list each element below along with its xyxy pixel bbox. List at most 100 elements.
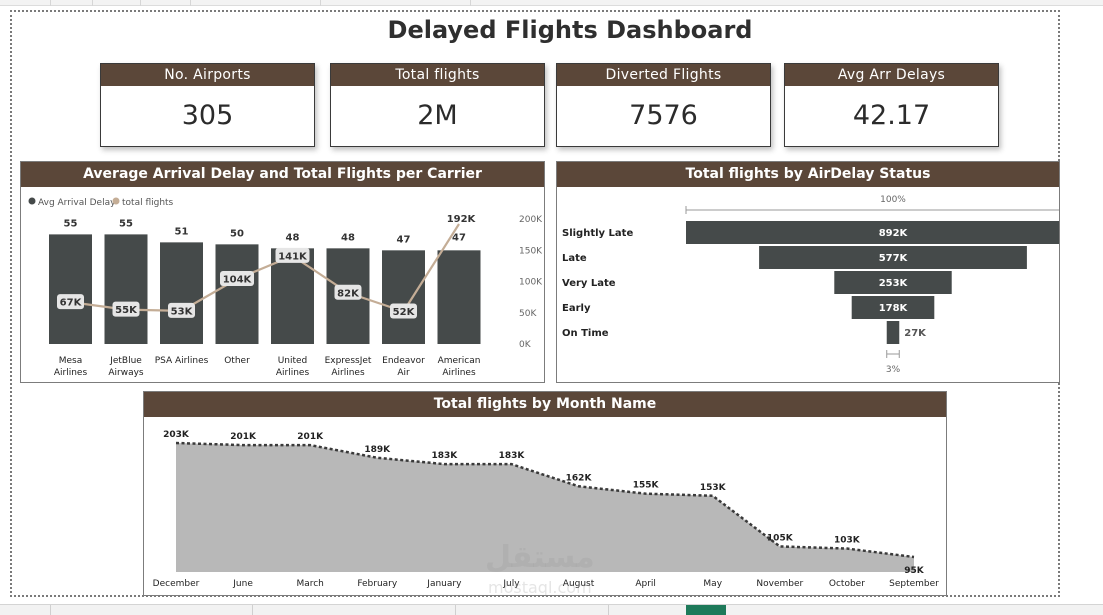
kpi-label: No. Airports — [101, 64, 314, 86]
kpi-value: 42.17 — [852, 100, 931, 131]
month-tick-label: March — [296, 579, 323, 589]
funnel-bar — [886, 321, 900, 344]
category-tick-label: Other — [224, 356, 250, 366]
bar-avg-delay — [382, 250, 425, 344]
category-tick-label: Airways — [108, 368, 144, 378]
carrier-chart: Avg Arrival Delay total flights 0K 50K 100K 1… — [28, 197, 543, 378]
funnel-bar-label: 577K — [879, 253, 909, 264]
area-dotted-line — [175, 441, 915, 559]
carrier-chart-panel[interactable]: Average Arrival Delay and Total Flights … — [20, 161, 545, 383]
month-tick-label: June — [232, 579, 253, 589]
bar-avg-delay — [437, 250, 481, 344]
funnel-bar — [851, 296, 935, 319]
kpi-label: Avg Arr Delays — [785, 64, 998, 86]
category-tick-label: American — [438, 356, 481, 366]
month-tick-label: January — [426, 579, 462, 589]
month-tick-label: November — [756, 579, 803, 589]
line-data-label: 67K — [60, 298, 83, 309]
kpi-value: 7576 — [629, 100, 698, 131]
funnel-category-label: Slightly Late — [562, 228, 633, 239]
chart-title: Total flights by AirDelay Status — [557, 162, 1059, 187]
funnel-bar-label: 253K — [879, 278, 909, 289]
legend-label-total-flights: total flights — [122, 198, 174, 208]
bar-avg-delay — [160, 242, 203, 344]
funnel-bar — [759, 246, 1027, 269]
line-data-label: 52K — [393, 307, 416, 318]
status-funnel-panel[interactable]: Total flights by AirDelay Status 100% Sli… — [556, 161, 1060, 383]
watermark-text: مستقل — [485, 540, 595, 575]
bar-data-label: 55 — [119, 218, 133, 229]
y2-tick-label: 200K — [519, 215, 543, 225]
month-tick-label: September — [889, 579, 939, 589]
area-data-label: 153K — [700, 483, 727, 493]
top-toolbar-strip — [0, 0, 1103, 6]
line-data-label-box — [275, 247, 310, 263]
category-tick-label: Airlines — [442, 368, 476, 378]
funnel-bar-label: 892K — [879, 228, 909, 239]
dashboard-title: Delayed Flights Dashboard — [387, 16, 753, 44]
month-tick-label: May — [703, 579, 722, 589]
area-data-label: 105K — [767, 533, 794, 543]
category-tick-label: Endeavor — [382, 356, 425, 366]
month-tick-label: December — [153, 579, 200, 589]
area-data-label: 95K — [904, 566, 925, 576]
funnel-category-label: Early — [562, 303, 591, 314]
month-tick-label: July — [502, 579, 520, 589]
kpi-value: 2M — [417, 100, 458, 131]
bar-data-label: 50 — [230, 228, 244, 239]
area-data-label: 155K — [633, 481, 660, 491]
y2-tick-label: 50K — [519, 309, 537, 319]
bar-data-label: 48 — [341, 232, 355, 243]
bar-data-label: 51 — [175, 226, 189, 237]
area-data-label: 183K — [431, 451, 458, 461]
funnel-category-label: On Time — [562, 328, 609, 339]
watermark-subtext: mostaql.com — [488, 578, 592, 597]
active-page-tab[interactable] — [686, 605, 726, 615]
kpi-card-airports[interactable]: No. Airports 305 — [100, 63, 315, 147]
area-data-label: 162K — [566, 473, 593, 483]
line-data-label: 104K — [223, 275, 253, 286]
legend-label-avg-delay: Avg Arrival Delay — [38, 198, 116, 208]
line-data-label: 141K — [278, 251, 308, 262]
month-tick-label: April — [635, 579, 656, 589]
line-data-label-box — [168, 302, 195, 318]
line-data-label-box — [112, 301, 140, 317]
kpi-card-diverted-flights[interactable]: Diverted Flights 7576 — [556, 63, 771, 147]
kpi-label: Diverted Flights — [557, 64, 770, 86]
line-data-label: 192K — [447, 214, 477, 225]
funnel-bar-label: 27K — [904, 328, 927, 339]
area-data-label: 183K — [499, 451, 526, 461]
category-tick-label: United — [278, 356, 308, 366]
month-chart-panel[interactable]: Total flights by Month Name 203K December… — [143, 391, 947, 596]
bar-data-label: 48 — [286, 232, 300, 243]
month-area-chart: 203K December 201K June 201K March 189K Februar… — [153, 430, 940, 589]
funnel-category-label: Late — [562, 253, 587, 264]
line-data-label-box — [57, 294, 84, 310]
line-data-label: 55K — [115, 305, 138, 316]
kpi-value: 305 — [181, 100, 234, 131]
y2-tick-label: 0K — [519, 340, 532, 350]
line-data-label: 53K — [171, 306, 194, 317]
y2-tick-label: 100K — [519, 278, 543, 288]
bar-data-label: 47 — [397, 234, 411, 245]
month-tick-label: February — [357, 579, 398, 589]
category-tick-label: Airlines — [331, 368, 365, 378]
kpi-card-avg-arr-delays[interactable]: Avg Arr Delays 42.17 — [784, 63, 999, 147]
kpi-card-total-flights[interactable]: Total flights 2M — [330, 63, 545, 147]
line-data-label-box — [390, 303, 417, 319]
line-data-label-box — [220, 271, 254, 286]
bar-avg-delay — [215, 244, 259, 344]
funnel-bar — [834, 271, 952, 294]
y2-tick-label: 150K — [519, 246, 543, 256]
funnel-bar-label: 178K — [879, 303, 909, 314]
category-tick-label: ExpressJet — [325, 356, 372, 366]
page-tabs-bar — [0, 604, 1103, 615]
month-tick-label: October — [829, 579, 865, 589]
bar-avg-delay — [49, 234, 92, 344]
bar-data-label: 55 — [64, 218, 78, 229]
chart-title: Average Arrival Delay and Total Flights … — [21, 162, 544, 187]
line-data-label: 82K — [337, 288, 360, 299]
funnel-top-percent: 100% — [880, 195, 906, 205]
kpi-label: Total flights — [331, 64, 544, 86]
